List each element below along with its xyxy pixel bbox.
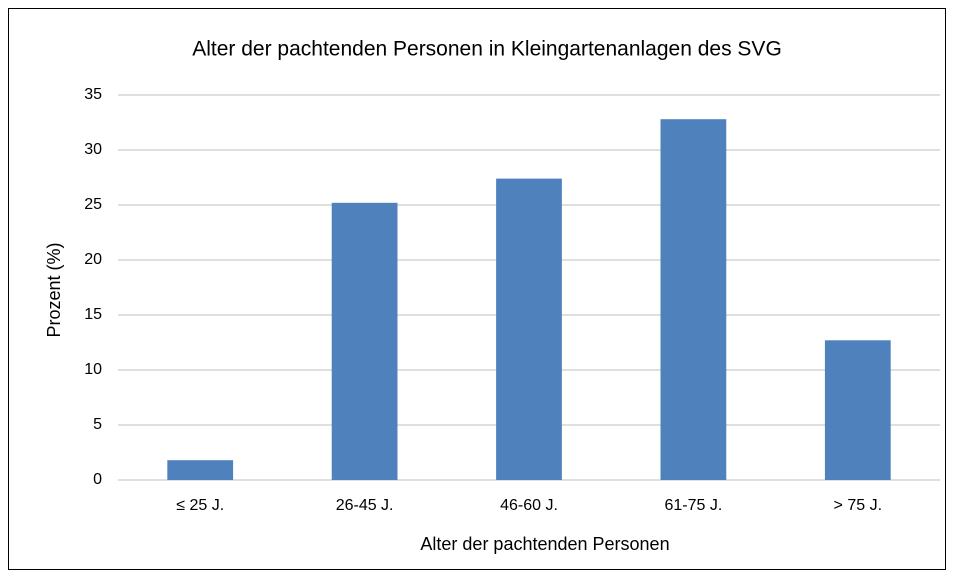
y-axis-label: Prozent (%) bbox=[44, 242, 64, 337]
y-tick-label: 15 bbox=[84, 306, 102, 323]
y-tick-label: 25 bbox=[84, 196, 102, 213]
bar bbox=[824, 340, 891, 480]
chart-frame bbox=[8, 8, 946, 570]
x-tick-label: ≤ 25 J. bbox=[176, 497, 224, 514]
y-tick-label: 0 bbox=[93, 471, 102, 488]
y-tick-label: 35 bbox=[84, 86, 102, 103]
x-axis-label: Alter der pachtenden Personen bbox=[420, 534, 669, 554]
bar bbox=[660, 119, 727, 480]
y-tick-label: 30 bbox=[84, 141, 102, 158]
x-tick-label: 26-45 J. bbox=[336, 497, 394, 514]
y-tick-label: 5 bbox=[93, 416, 102, 433]
bar bbox=[331, 202, 398, 481]
bar bbox=[496, 178, 562, 480]
y-tick-label: 10 bbox=[84, 361, 102, 378]
x-tick-label: 46-60 J. bbox=[500, 497, 558, 514]
chart-title: Alter der pachtenden Personen in Kleinga… bbox=[192, 38, 782, 61]
bar bbox=[167, 460, 234, 480]
y-tick-label: 20 bbox=[84, 251, 102, 268]
x-tick-label: > 75 J. bbox=[834, 497, 882, 514]
x-tick-label: 61-75 J. bbox=[664, 497, 722, 514]
